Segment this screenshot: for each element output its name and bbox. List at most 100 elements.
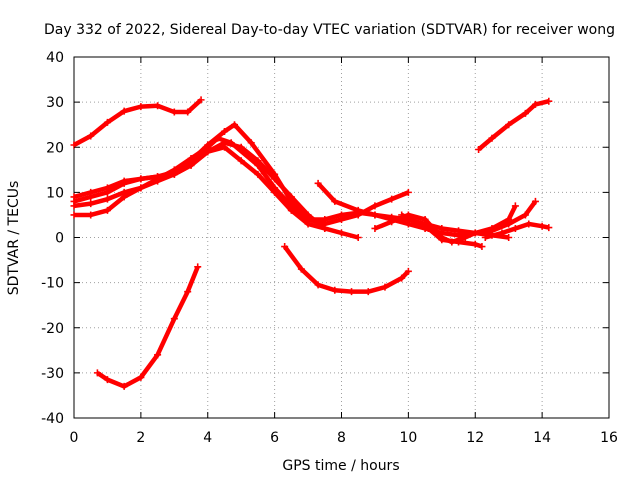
data-point bbox=[87, 188, 95, 196]
y-tick-label: -20 bbox=[41, 321, 64, 337]
data-point bbox=[247, 139, 255, 147]
data-point bbox=[521, 109, 529, 117]
data-point bbox=[438, 236, 446, 244]
data-point bbox=[471, 229, 479, 237]
series-line bbox=[477, 99, 550, 152]
data-point bbox=[220, 127, 228, 135]
x-tick-label: 16 bbox=[600, 430, 618, 446]
data-point bbox=[237, 143, 245, 151]
data-point bbox=[381, 283, 389, 291]
data-point bbox=[531, 197, 539, 205]
data-point bbox=[371, 224, 379, 232]
series-track-6 bbox=[70, 121, 513, 241]
data-point bbox=[170, 315, 178, 323]
data-point bbox=[204, 148, 212, 156]
series-track-1 bbox=[70, 96, 205, 149]
data-point bbox=[194, 263, 202, 271]
data-point bbox=[170, 108, 178, 116]
data-point bbox=[170, 168, 178, 176]
data-point bbox=[204, 141, 212, 149]
data-point bbox=[297, 265, 305, 273]
data-point bbox=[287, 206, 295, 214]
x-tick-label: 10 bbox=[399, 430, 417, 446]
x-tick-label: 0 bbox=[70, 430, 79, 446]
series-track-12 bbox=[475, 97, 553, 154]
x-tick-label: 4 bbox=[203, 430, 212, 446]
data-point bbox=[511, 224, 519, 232]
data-point bbox=[281, 243, 289, 251]
data-point bbox=[545, 97, 553, 105]
data-point bbox=[87, 211, 95, 219]
grid bbox=[74, 57, 609, 418]
data-point bbox=[137, 103, 145, 111]
series-track-10 bbox=[398, 211, 486, 251]
data-point bbox=[87, 132, 95, 140]
data-point bbox=[331, 286, 339, 294]
x-tick-label: 6 bbox=[270, 430, 279, 446]
data-point bbox=[545, 224, 553, 232]
y-tick-label: 0 bbox=[55, 231, 64, 247]
data-point bbox=[137, 184, 145, 192]
y-tick-label: 10 bbox=[46, 185, 64, 201]
data-point bbox=[103, 118, 111, 126]
data-point bbox=[103, 206, 111, 214]
data-point bbox=[475, 146, 483, 154]
x-tick-label: 12 bbox=[466, 430, 484, 446]
data-point bbox=[137, 175, 145, 183]
data-point bbox=[103, 195, 111, 203]
y-tick-label: -30 bbox=[41, 366, 64, 382]
data-point bbox=[348, 288, 356, 296]
data-point bbox=[237, 157, 245, 165]
data-point bbox=[398, 211, 406, 219]
series-layer bbox=[70, 96, 553, 390]
data-point bbox=[481, 234, 489, 241]
x-tick-label: 14 bbox=[533, 430, 551, 446]
y-tick-label: -40 bbox=[41, 411, 64, 427]
y-axis-title: SDTVAR / TECUs bbox=[6, 181, 22, 296]
data-point bbox=[538, 222, 546, 230]
data-point bbox=[184, 108, 192, 116]
data-point bbox=[398, 274, 406, 282]
y-tick-label: 40 bbox=[46, 50, 64, 66]
data-point bbox=[220, 139, 228, 147]
series-track-5 bbox=[70, 139, 362, 241]
data-point bbox=[404, 267, 412, 275]
data-point bbox=[404, 188, 412, 196]
data-point bbox=[478, 243, 486, 251]
axis-ticks: 0 2 4 6 8 10 12 14 16 -40 -30 -20 -10 0 10 20 30 40 bbox=[41, 50, 618, 446]
x-axis-title: GPS time / hours bbox=[282, 458, 399, 474]
data-point bbox=[531, 100, 539, 108]
data-point bbox=[354, 206, 362, 214]
data-point bbox=[338, 211, 345, 219]
series-track-8 bbox=[281, 243, 412, 296]
data-point bbox=[254, 170, 262, 178]
data-point bbox=[271, 170, 279, 178]
data-point bbox=[471, 240, 479, 248]
data-point bbox=[505, 234, 513, 241]
data-point bbox=[388, 218, 396, 226]
data-point bbox=[120, 177, 128, 185]
data-point bbox=[321, 215, 329, 223]
y-tick-label: -10 bbox=[41, 276, 64, 292]
data-point bbox=[488, 224, 496, 232]
data-point bbox=[231, 121, 238, 129]
data-point bbox=[521, 211, 529, 219]
data-point bbox=[424, 224, 432, 232]
data-point bbox=[154, 173, 162, 181]
data-point bbox=[120, 382, 128, 390]
series-line bbox=[73, 140, 359, 240]
data-point bbox=[87, 200, 95, 208]
data-point bbox=[70, 211, 78, 219]
data-point bbox=[120, 107, 128, 115]
series-line bbox=[73, 122, 509, 240]
data-point bbox=[154, 102, 162, 110]
data-point bbox=[511, 202, 519, 210]
data-point bbox=[271, 188, 279, 196]
data-point bbox=[338, 229, 345, 237]
data-point bbox=[388, 195, 396, 203]
data-point bbox=[505, 121, 513, 129]
data-point bbox=[371, 202, 379, 210]
data-point bbox=[103, 184, 111, 192]
data-point bbox=[455, 238, 463, 246]
